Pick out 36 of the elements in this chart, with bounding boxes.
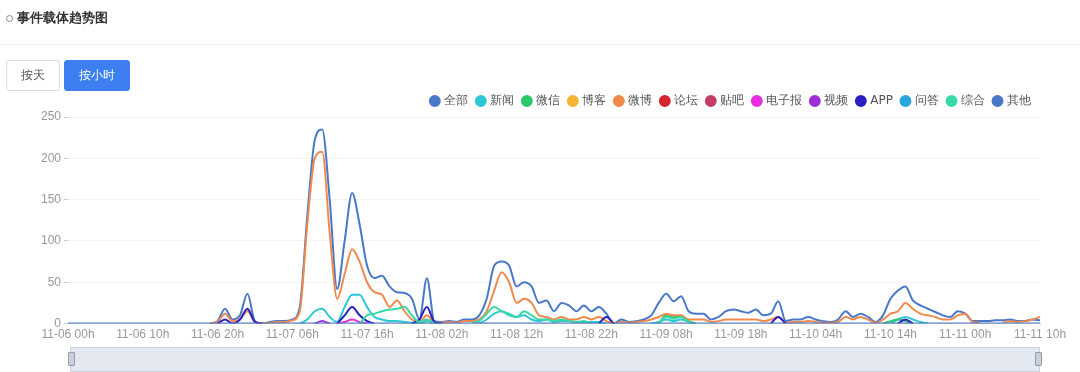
y-tick-label: 250 (40, 109, 62, 124)
y-tick-label: 150 (40, 191, 62, 206)
y-tick-label: 0 (54, 315, 62, 330)
x-tick-label: 11-06 10h (116, 327, 170, 342)
y-tick-label: 50 (47, 274, 62, 289)
legend-label: 问答 (915, 93, 939, 108)
x-tick-label: 11-07 16h (340, 327, 394, 342)
legend-label: 综合 (961, 93, 985, 108)
x-tick-label: 11-08 02h (415, 327, 469, 342)
legend-label: APP (870, 93, 894, 108)
legend-label: 微博 (628, 93, 653, 108)
x-tick-label: 11-11 00h (939, 327, 992, 342)
x-tick-label: 11-09 18h (714, 327, 768, 342)
x-tick-label: 11-06 00h (41, 327, 95, 342)
legend-label: 全部 (444, 93, 469, 108)
legend-label: 新闻 (490, 93, 515, 108)
chart-title: 事件载体趋势图 (17, 9, 108, 27)
legend-label: 其他 (1007, 93, 1031, 108)
x-tick-label: 11-11 10h (1013, 327, 1067, 342)
legend-label: 电子报 (766, 93, 803, 108)
text: 按小时 (64, 60, 130, 91)
legend-label: 微信 (536, 93, 561, 108)
x-tick-label: 11-08 12h (490, 327, 544, 342)
x-tick-label: 11-09 08h (639, 327, 693, 342)
y-tick-label: 200 (40, 150, 62, 165)
x-tick-label: 11-08 22h (564, 327, 618, 342)
legend-label: 博客 (582, 93, 607, 108)
legend-label: 论坛 (674, 93, 699, 108)
text: 按天 (6, 60, 60, 91)
legend-label: 贴吧 (720, 93, 745, 108)
x-tick-label: 11-10 04h (789, 327, 843, 342)
y-tick-label: 100 (40, 233, 62, 248)
legend-label: 视频 (824, 93, 849, 108)
x-tick-label: 11-07 06h (265, 327, 319, 342)
x-tick-label: 11-06 20h (190, 327, 245, 342)
x-tick-label: 11-10 14h (863, 327, 918, 342)
